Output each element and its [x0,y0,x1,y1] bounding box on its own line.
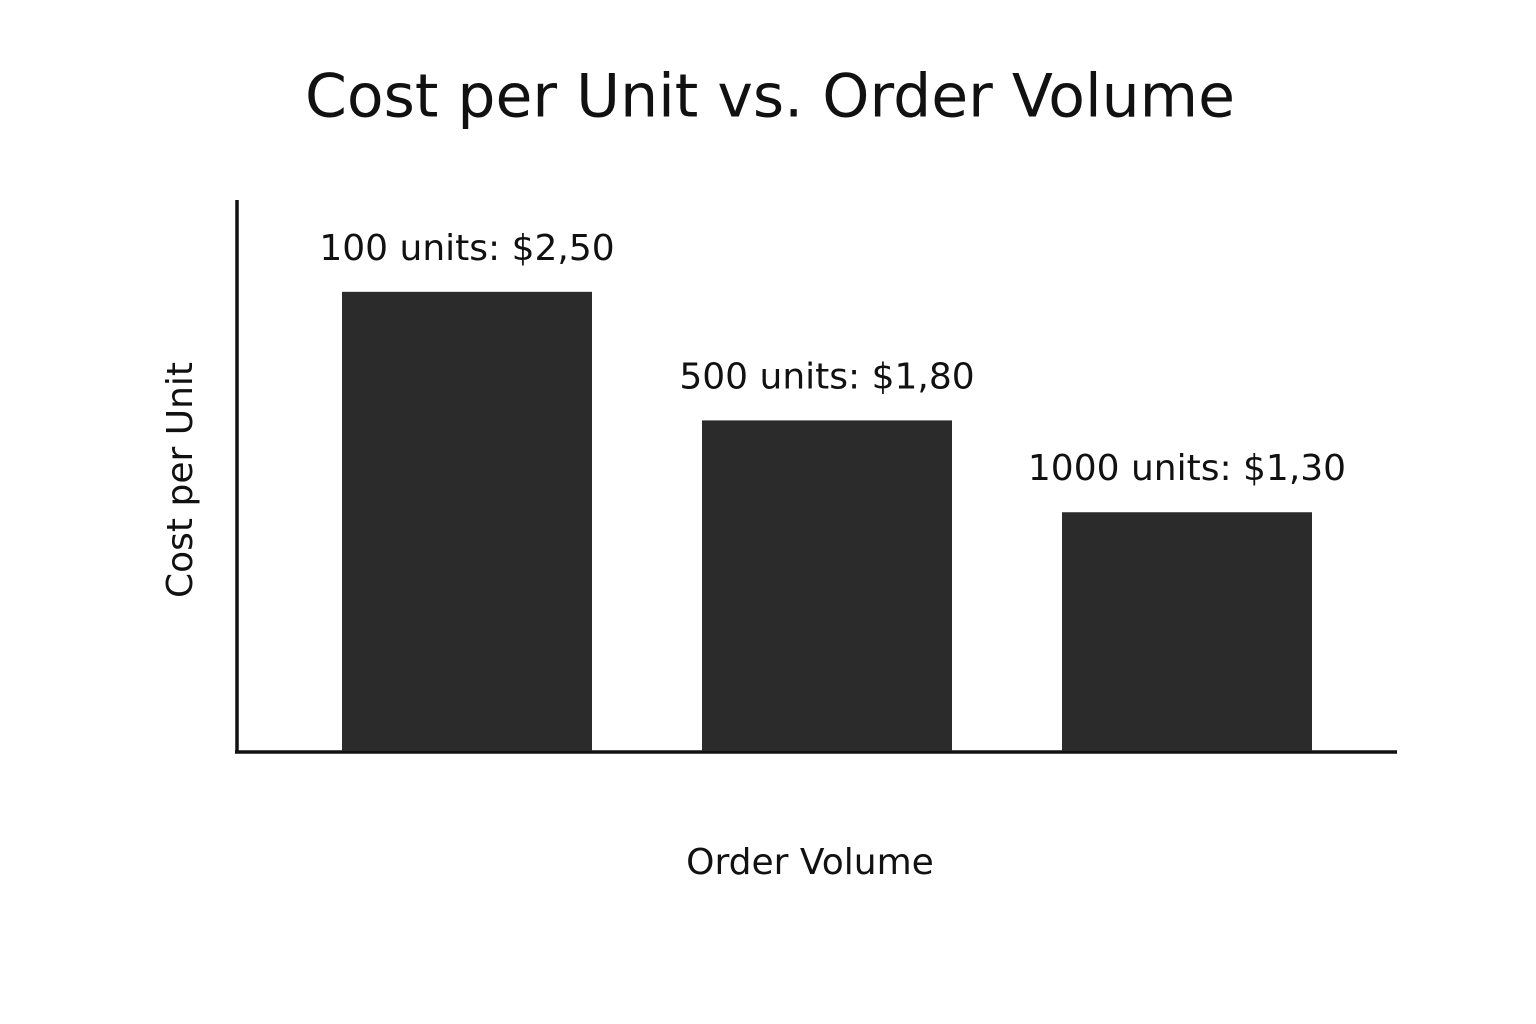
value-label: 500 units: $1,80 [679,356,974,397]
chart-title: Cost per Unit vs. Order Volume [305,62,1235,132]
value-label: 100 units: $2,50 [319,228,614,269]
bar [702,420,952,751]
bar [1062,512,1312,751]
x-axis-title: Order Volume [686,842,934,883]
bar [342,291,592,751]
value-label: 1000 units: $1,30 [1028,448,1346,489]
y-axis-title: Cost per Unit [160,362,201,598]
